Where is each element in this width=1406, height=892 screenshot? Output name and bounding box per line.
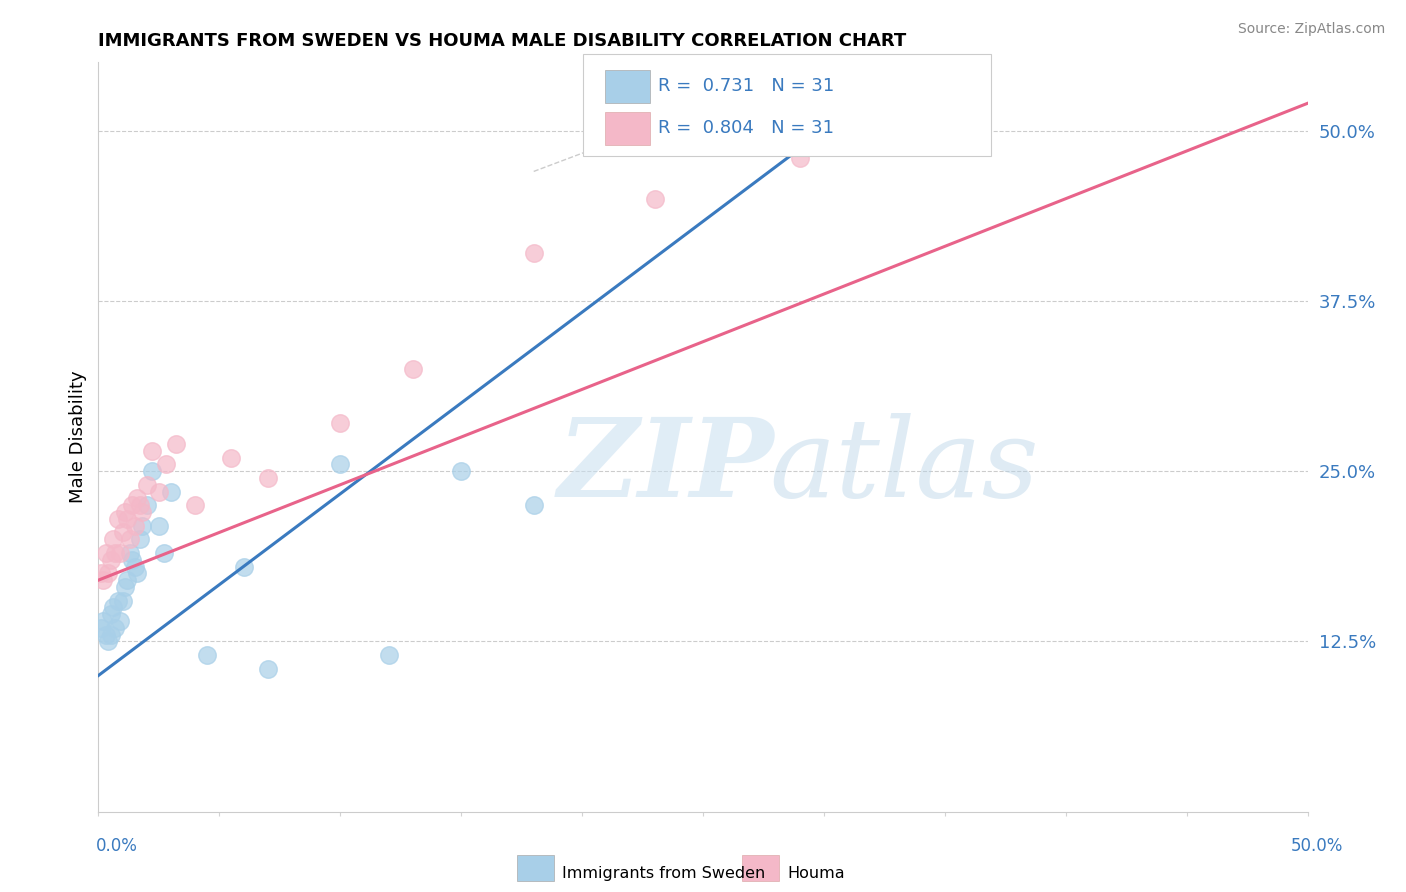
Point (118, 533, 141, 547)
Point (221, 450, 243, 465)
Point (127, 491, 149, 506)
Point (450, 464, 472, 478)
Text: R =  0.731   N = 31: R = 0.731 N = 31 (658, 77, 834, 95)
Point (91, 614, 114, 628)
Point (104, 546, 127, 560)
Point (100, 627, 122, 641)
Point (148, 484, 170, 499)
Point (377, 648, 399, 662)
Point (117, 573, 139, 587)
Point (90, 621, 112, 635)
Point (402, 362, 425, 376)
Point (232, 559, 254, 574)
Point (165, 437, 187, 451)
Point (107, 593, 129, 607)
Point (90, 566, 112, 581)
Point (97, 566, 120, 581)
Text: R =  0.804   N = 31: R = 0.804 N = 31 (658, 119, 834, 137)
Text: IMMIGRANTS FROM SWEDEN VS HOUMA MALE DISABILITY CORRELATION CHART: IMMIGRANTS FROM SWEDEN VS HOUMA MALE DIS… (98, 32, 907, 50)
Point (128, 498, 150, 512)
Point (644, 192, 666, 206)
Point (101, 533, 124, 547)
Text: Immigrants from Sweden: Immigrants from Sweden (562, 866, 766, 880)
Text: 0.0%: 0.0% (96, 837, 138, 855)
Point (94, 627, 117, 641)
Point (152, 546, 174, 560)
Point (114, 580, 136, 594)
Point (121, 552, 143, 566)
Point (101, 600, 124, 615)
Point (135, 498, 157, 512)
Point (108, 546, 131, 560)
Point (108, 614, 131, 628)
Text: 50.0%: 50.0% (1291, 837, 1343, 855)
Point (94, 546, 117, 560)
Point (111, 525, 134, 540)
Point (121, 498, 143, 512)
Point (329, 417, 352, 431)
Point (141, 443, 163, 458)
Point (100, 607, 122, 622)
Point (118, 546, 141, 560)
Point (141, 464, 163, 478)
Point (127, 566, 149, 581)
Text: Houma: Houma (787, 866, 845, 880)
Point (523, 498, 546, 512)
Point (155, 458, 177, 472)
Text: Source: ZipAtlas.com: Source: ZipAtlas.com (1237, 22, 1385, 37)
Y-axis label: Male Disability: Male Disability (69, 371, 87, 503)
Point (131, 518, 153, 533)
Point (160, 484, 183, 499)
Point (104, 621, 127, 635)
Point (117, 512, 139, 526)
Point (148, 518, 170, 533)
Point (124, 559, 146, 574)
Point (329, 458, 352, 472)
Text: ZIP: ZIP (558, 413, 775, 521)
Point (107, 512, 129, 526)
Point (195, 648, 218, 662)
Point (256, 471, 278, 485)
Point (114, 505, 136, 519)
Point (135, 477, 157, 491)
Point (184, 498, 207, 512)
Point (523, 246, 546, 260)
Point (111, 593, 134, 607)
Point (124, 518, 146, 533)
Point (97, 634, 120, 648)
Point (91, 573, 114, 587)
Point (128, 533, 150, 547)
Point (131, 505, 153, 519)
Point (100, 552, 122, 566)
Point (789, 151, 811, 165)
Point (256, 662, 278, 676)
Text: atlas: atlas (769, 413, 1039, 521)
